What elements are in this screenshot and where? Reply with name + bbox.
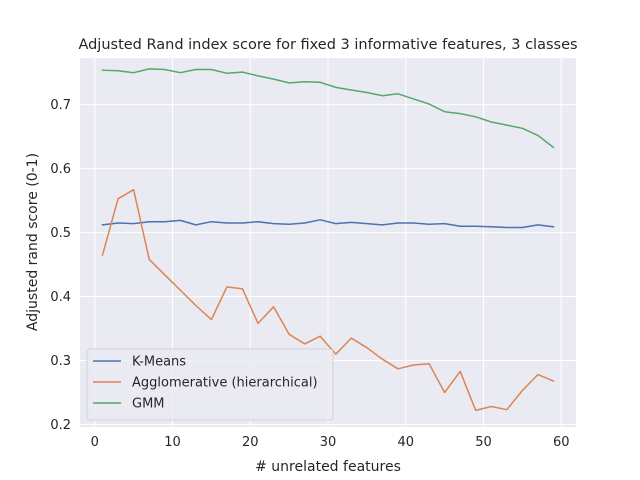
x-tick-label: 20	[242, 435, 259, 450]
legend-label: GMM	[132, 397, 165, 412]
x-tick-label: 40	[397, 435, 414, 450]
x-axis-label: # unrelated features	[255, 459, 401, 475]
legend: K-Means Agglomerative (hierarchical) GMM	[86, 348, 334, 421]
series-line-agglomerative-hierarchical	[101, 188, 555, 412]
x-tick-label: 0	[91, 435, 99, 450]
y-tick-label: 0.4	[50, 290, 71, 305]
y-tick-label: 0.5	[50, 226, 71, 241]
series-lines	[101, 68, 555, 412]
y-tick-label: 0.3	[50, 354, 71, 369]
legend-box	[86, 348, 334, 421]
x-tick-label: 10	[164, 435, 181, 450]
y-tick-label: 0.2	[50, 418, 71, 433]
x-tick-label: 60	[553, 435, 570, 450]
series-line-gmm	[101, 68, 555, 149]
y-tick-label: 0.7	[50, 98, 71, 113]
y-axis-label: Adjusted rand score (0-1)	[25, 153, 41, 331]
x-tick-label: 30	[320, 435, 337, 450]
x-axis-ticks: 0 10 20 30 40 50 60	[91, 435, 570, 450]
legend-items: K-Means Agglomerative (hierarchical) GMM	[93, 355, 318, 412]
y-tick-label: 0.6	[50, 162, 71, 177]
y-axis-ticks: 0.2 0.3 0.4 0.5 0.6 0.7	[50, 98, 71, 433]
series-line-k-means	[101, 219, 555, 229]
legend-label: Agglomerative (hierarchical)	[132, 376, 318, 391]
chart-title: Adjusted Rand index score for fixed 3 in…	[78, 37, 577, 53]
legend-label: K-Means	[132, 355, 186, 370]
x-tick-label: 50	[475, 435, 492, 450]
